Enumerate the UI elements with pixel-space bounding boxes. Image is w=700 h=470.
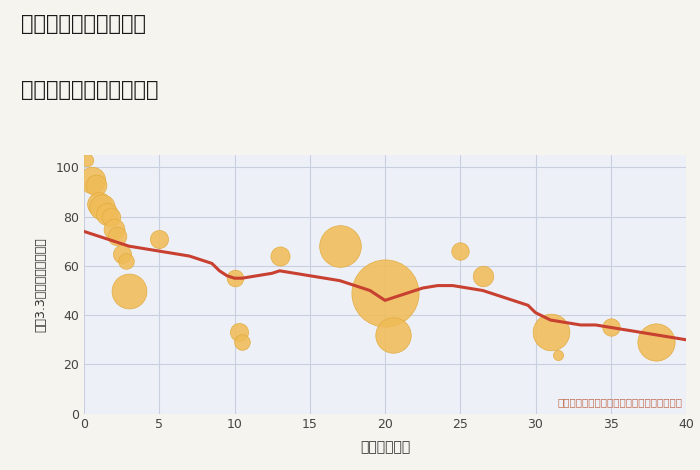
Point	[274, 252, 286, 260]
Point	[106, 213, 117, 220]
Point	[477, 272, 489, 280]
Point	[650, 338, 662, 346]
Point	[237, 338, 248, 346]
Point	[545, 329, 556, 336]
Point	[552, 351, 564, 358]
Point	[90, 181, 101, 188]
Point	[120, 257, 132, 265]
Point	[605, 324, 617, 331]
Point	[387, 331, 398, 338]
Point	[86, 176, 97, 183]
Point	[379, 289, 391, 297]
Point	[81, 156, 92, 164]
Point	[108, 225, 120, 233]
Point	[97, 203, 108, 211]
Text: 築年数別中古戸建て価格: 築年数別中古戸建て価格	[21, 80, 158, 100]
Text: 円の大きさは、取引のあった物件面積を示す: 円の大きさは、取引のあった物件面積を示す	[558, 398, 683, 407]
Point	[154, 235, 165, 243]
Point	[101, 211, 112, 218]
X-axis label: 築年数（年）: 築年数（年）	[360, 440, 410, 454]
Point	[111, 233, 122, 240]
Point	[229, 274, 240, 282]
Point	[123, 287, 134, 294]
Y-axis label: 坪（3.3㎡）単価（万円）: 坪（3.3㎡）単価（万円）	[34, 237, 47, 332]
Point	[233, 329, 244, 336]
Point	[116, 250, 127, 258]
Point	[335, 243, 346, 250]
Point	[93, 201, 105, 208]
Point	[455, 247, 466, 255]
Text: 神奈川県平塚市入野の: 神奈川県平塚市入野の	[21, 14, 146, 34]
